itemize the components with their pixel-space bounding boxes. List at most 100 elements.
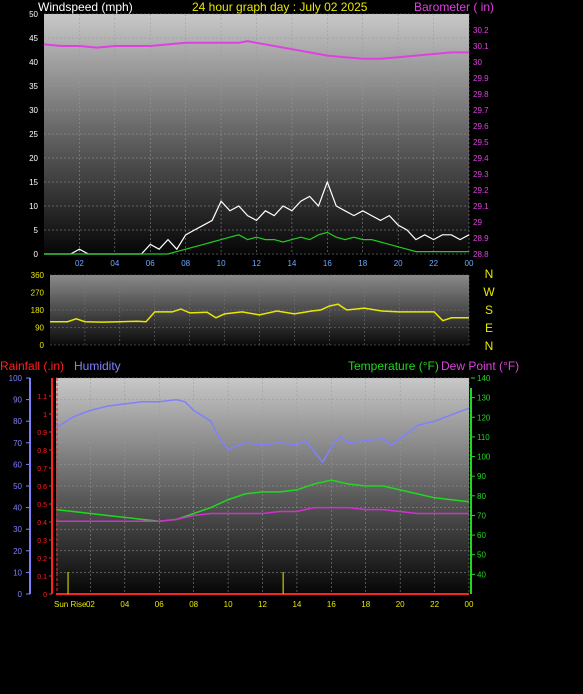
barometer-tick-label: 29.4 [473,154,489,163]
compass-label-s: S [485,303,493,317]
panel1-x-tick: 16 [323,259,332,268]
rainfall-tick-label: 0.8 [37,448,47,455]
rainfall-tick-label: 0.6 [37,484,47,491]
series-humidity [55,398,470,464]
panel3-series [55,378,470,595]
humidity-tick-label: 80 [13,417,22,426]
panel3-x-tick: 08 [189,600,198,609]
rainfall-tick-label: 1.1 [37,394,47,401]
barometer-tick-label: 29.9 [473,74,489,83]
panel3-x-tick: 20 [396,600,405,609]
temperature-tick-label: 50 [477,551,486,560]
barometer-axis-label: Barometer ( in) [414,0,494,14]
temperature-tick-label: 90 [477,472,486,481]
direction-tick-label: 360 [31,271,45,280]
compass-label-e: E [485,321,493,335]
panel3-axes: 0 10 20 30 40 50 60 70 80 90 100 0 0.1 0.2 0.3 0.4 0.5 0.… [9,374,491,599]
temperature-tick-label: 140 [477,374,491,383]
windspeed-tick-label: 10 [29,202,38,211]
panel2-gridlines [50,274,470,346]
panel3-x-tick-labels: 02 04 06 08 10 12 14 16 18 20 22 00 [86,600,474,609]
temperature-axis-label: Temperature (°F) [348,359,439,373]
windspeed-tick-label: 30 [29,106,38,115]
barometer-tick-label: 29.2 [473,186,489,195]
panel1-x-tick: 14 [287,259,296,268]
rainfall-tick-label: 0.5 [37,502,47,509]
panel3-x-tick: 18 [361,600,370,609]
windspeed-tick-label: 40 [29,58,38,67]
panel3-x-tick: 00 [465,600,474,609]
rainfall-tick-label: 0.1 [37,574,47,581]
windspeed-tick-label: 0 [34,250,39,259]
direction-tick-label: 90 [35,324,44,333]
dewpoint-axis-label: Dew Point (°F) [441,359,519,373]
barometer-tick-label: 30.2 [473,26,489,35]
panel1-x-tick: 18 [358,259,367,268]
humidity-axis-label: Humidity [74,359,121,373]
series-barometer-in [43,40,469,60]
windspeed-tick-label: 35 [29,82,38,91]
barometer-tick-label: 29 [473,218,482,227]
humidity-tick-label: 20 [13,547,22,556]
humidity-tick-label: 40 [13,504,22,513]
panel3-x-tick: 02 [86,600,95,609]
direction-tick-label: 180 [31,306,45,315]
windspeed-tick-label: 20 [29,154,38,163]
series-average [44,231,469,255]
barometer-tick-label: 28.8 [473,250,489,259]
rainfall-axis-label: Rainfall (.in) [0,359,64,373]
rainfall-tick-label: 0.9 [37,430,47,437]
barometer-tick-label: 29.3 [473,170,489,179]
windspeed-tick-label: 5 [34,226,39,235]
compass-label-n: N [485,267,494,281]
series-temperature-f [55,479,470,523]
panel1-gridlines [44,13,470,255]
panel3-x-tick: 16 [327,600,336,609]
panel3-x-tick: 14 [292,600,301,609]
panel1-x-tick: 00 [465,259,474,268]
direction-tick-label: 270 [31,289,45,298]
humidity-tick-label: 50 [13,482,22,491]
rainfall-tick-label: 1 [43,412,47,419]
temperature-tick-label: 100 [477,453,491,462]
panel2-series [50,303,469,323]
panel3-x-tick: 06 [155,600,164,609]
humidity-tick-label: 10 [13,568,22,577]
compass-label-n: N [485,339,494,353]
barometer-tick-label: 30 [473,58,482,67]
panel1-x-tick: 06 [146,259,155,268]
barometer-tick-label: 29.7 [473,106,489,115]
panel1-series [43,40,470,255]
rainfall-tick-label: 0.7 [37,466,47,473]
panel1-x-tick: 08 [181,259,190,268]
barometer-tick-label: 28.9 [473,234,489,243]
barometer-tick-label: 29.5 [473,138,489,147]
panel1-x-tick: 04 [110,259,119,268]
windspeed-tick-label: 15 [29,178,38,187]
panel3-x-tick: 22 [430,600,439,609]
temperature-tick-label: 70 [477,511,486,520]
rainfall-tick-label: 0.4 [37,520,47,527]
windspeed-tick-labels: 0 5 10 15 20 25 30 35 40 45 50 [29,10,38,259]
direction-tick-label: 0 [40,341,45,350]
humidity-tick-label: 0 [18,590,23,599]
barometer-tick-label: 29.6 [473,122,489,131]
rain-humidity-temp-panel: 010203040506070809010000.10.20.30.40.50.… [0,359,519,609]
panel1-x-tick: 10 [217,259,226,268]
humidity-tick-label: 60 [13,460,22,469]
panel3-gridlines [56,377,470,595]
temperature-tick-label: 40 [477,570,486,579]
temperature-tick-label: 110 [477,433,490,442]
panel3-x-tick: 12 [258,600,267,609]
temperature-tick-label: 80 [477,492,486,501]
sunrise-label: Sun Rise [54,600,87,609]
temperature-tick-label: 60 [477,531,486,540]
humidity-tick-label: 30 [13,525,22,534]
direction-tick-labels: 0 90 180 270 360 [31,271,45,350]
windspeed-axis-label: Windspeed (mph) [38,0,133,14]
barometer-tick-label: 30.1 [473,42,489,51]
chart-title: 24 hour graph day : July 02 2025 [192,0,368,14]
humidity-tick-label: 70 [13,439,22,448]
